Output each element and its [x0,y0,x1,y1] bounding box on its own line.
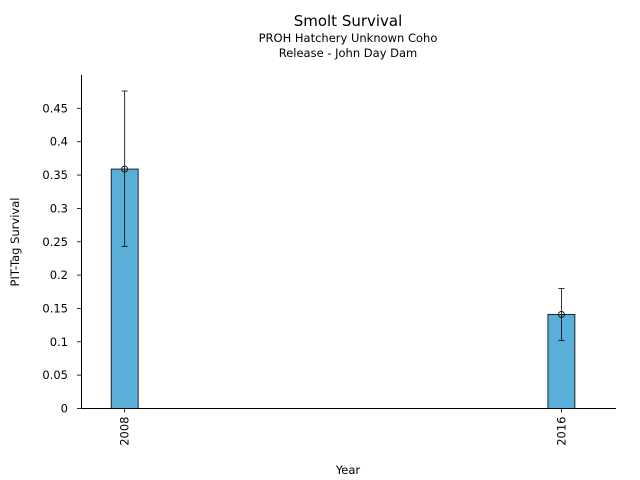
chart-title: Smolt Survival [293,12,403,30]
x-axis-label: Year [335,463,361,477]
y-tick-label: 0.1 [50,335,68,349]
point-marker-2016 [558,311,565,318]
y-ticks-group: 0 0.05 0.1 0.15 0.2 0.25 0.3 0.35 0.4 0.45 [42,101,81,416]
y-tick-label: 0.05 [42,368,68,382]
y-tick-label: 0.25 [42,235,68,249]
error-bars-group [121,90,565,341]
y-tick-label: 0.2 [50,268,68,282]
y-tick-label: 0.35 [42,168,68,182]
y-tick-label: 0 [61,402,68,416]
chart-subtitle-line-2: Release - John Day Dam [278,46,418,60]
chart-subtitle-line-1: PROH Hatchery Unknown Coho [258,31,438,45]
x-tick-label: 2016 [554,417,568,446]
x-tick-label: 2008 [118,417,132,446]
y-tick-label: 0.4 [50,135,68,149]
x-ticks-group: 2008 2016 [118,408,568,446]
bars-group [110,168,576,409]
y-tick-label: 0.45 [42,101,68,115]
y-tick-label: 0.3 [50,201,68,215]
y-tick-label: 0.15 [42,301,68,315]
point-marker-2008 [121,165,129,173]
y-axis-label: PIT-Tag Survival [8,198,22,287]
